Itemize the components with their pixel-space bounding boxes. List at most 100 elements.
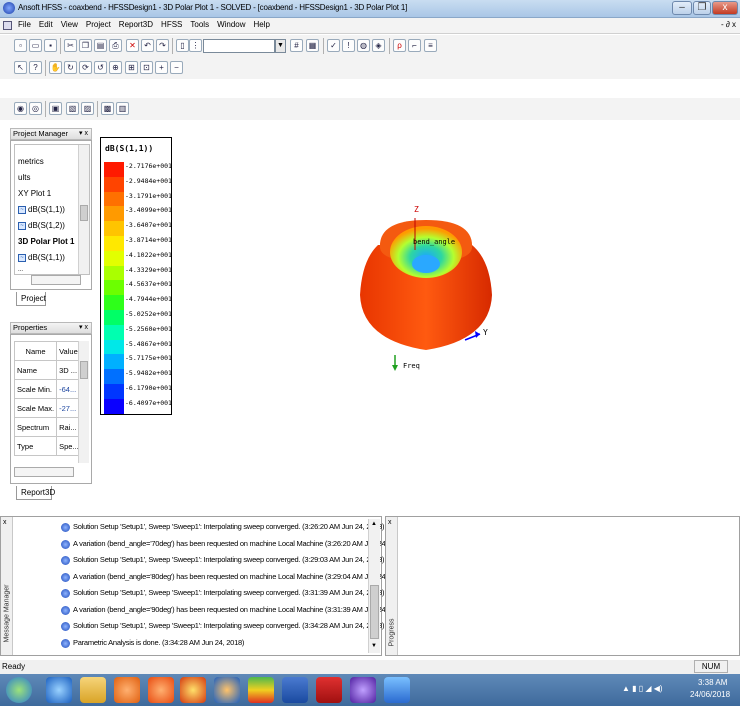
message-line[interactable]: Solution Setup 'Setup1', Sweep 'Sweep1':… (73, 621, 385, 630)
tree-vertical-scrollbar[interactable] (78, 145, 89, 274)
menu-tools[interactable]: Tools (190, 20, 210, 29)
table-row[interactable]: Type Spe... (13, 436, 82, 456)
close-icon[interactable]: x (3, 519, 7, 526)
spin-icon[interactable]: ↺ (94, 61, 107, 74)
fit-all-icon[interactable]: ⊡ (140, 61, 153, 74)
menu-help[interactable]: Help (253, 20, 270, 29)
plot-mesh-icon[interactable]: ◎ (29, 102, 42, 115)
tree-item-polar-trace-s11[interactable]: ~ dB(S(1,1)) (18, 253, 65, 262)
select-faces-icon[interactable]: ⋮ (189, 39, 202, 52)
animate-icon[interactable]: ▣ (49, 102, 62, 115)
field-overlay-icon[interactable]: ◈ (372, 39, 385, 52)
internet-explorer-icon[interactable] (46, 677, 72, 703)
restore-button[interactable]: ❐ (693, 1, 711, 15)
signal-app-icon[interactable] (248, 677, 274, 703)
analyze-icon[interactable]: ! (342, 39, 355, 52)
table-row[interactable]: Scale Min. -64... (13, 379, 82, 399)
menu-file[interactable]: File (18, 20, 31, 29)
rotate-icon[interactable]: ↻ (64, 61, 77, 74)
tree-item-optimetrics[interactable]: metrics (18, 157, 44, 166)
results-icon[interactable]: ◍ (357, 39, 370, 52)
tree-item-trace-s12[interactable]: ~ dB(S(1,2)) (18, 221, 65, 230)
message-line[interactable]: Solution Setup 'Setup1', Sweep 'Sweep1':… (73, 555, 385, 564)
pin-close-icon[interactable]: ▾ x (79, 324, 88, 331)
file-explorer-icon[interactable] (80, 677, 106, 703)
prop-value[interactable]: Spe... (56, 436, 82, 456)
media-player-icon[interactable] (114, 677, 140, 703)
copy-icon[interactable]: ❐ (79, 39, 92, 52)
plot-attrib-icon[interactable]: ▨ (81, 102, 94, 115)
close-button[interactable]: x (712, 1, 738, 15)
column-name[interactable]: Name (13, 341, 58, 361)
properties-vertical-scrollbar[interactable] (78, 341, 89, 463)
select-icon[interactable]: ▯ (176, 39, 189, 52)
grid-icon[interactable]: # (290, 39, 303, 52)
zoom-out-icon[interactable]: − (170, 61, 183, 74)
scrollbar-thumb[interactable] (370, 585, 379, 639)
table-row[interactable]: Spectrum Rai... (13, 417, 82, 437)
tree-item-trace-s11[interactable]: ~ dB(S(1,1)) (18, 205, 65, 214)
cut-icon[interactable]: ✂ (64, 39, 77, 52)
firefox-icon[interactable] (148, 677, 174, 703)
new-icon[interactable]: ▫ (14, 39, 27, 52)
scrollbar-thumb[interactable] (80, 205, 88, 221)
chevron-down-icon[interactable]: ▼ (275, 39, 286, 53)
pan-icon[interactable]: ✋ (49, 61, 62, 74)
menu-report3d[interactable]: Report3D (118, 20, 154, 29)
menu-project[interactable]: Project (85, 20, 111, 29)
tree-item-results[interactable]: ults (18, 173, 31, 182)
redo-icon[interactable]: ↷ (156, 39, 169, 52)
tree-item-more[interactable]: ... (18, 267, 24, 273)
menu-hfss[interactable]: HFSS (161, 20, 183, 29)
open-icon[interactable]: ▭ (29, 39, 42, 52)
chrome-icon[interactable] (180, 677, 206, 703)
scroll-up-icon[interactable]: ▲ (371, 521, 377, 527)
report-icon[interactable]: ρ (393, 39, 406, 52)
zoom-icon[interactable]: ⊕ (109, 61, 122, 74)
tab-report3d[interactable]: Report3D (16, 486, 55, 500)
minimize-button[interactable]: – (672, 1, 692, 15)
delete-icon[interactable]: ✕ (126, 39, 139, 52)
paste-icon[interactable]: ▤ (94, 39, 107, 52)
validate-icon[interactable]: ✓ (327, 39, 340, 52)
message-line[interactable]: Solution Setup 'Setup1', Sweep 'Sweep1':… (73, 522, 385, 531)
message-line[interactable]: A variation (bend_angle='80deg') has bee… (73, 571, 408, 581)
menu-view[interactable]: View (60, 20, 78, 29)
overlay-icon[interactable]: ▩ (101, 102, 114, 115)
undo-icon[interactable]: ↶ (141, 39, 154, 52)
properties-horizontal-scrollbar[interactable] (14, 467, 74, 477)
orbit-icon[interactable]: ⟳ (79, 61, 92, 74)
zoom-in-icon[interactable]: + (155, 61, 168, 74)
message-line[interactable]: Parametric Analysis is done. (3:34:28 AM… (73, 637, 245, 647)
snipping-tool-icon[interactable] (384, 677, 410, 703)
optimetrics-icon[interactable]: ≡ (424, 39, 437, 52)
message-line[interactable]: A variation (bend_angle='70deg') has bee… (73, 538, 408, 548)
menu-edit[interactable]: Edit (38, 20, 53, 29)
chart-icon[interactable]: ⌐ (408, 39, 421, 52)
mdi-controls[interactable]: - ∂ x (720, 20, 736, 29)
scroll-down-icon[interactable]: ▼ (371, 643, 377, 649)
model-icon[interactable]: ▦ (306, 39, 319, 52)
zoom-area-icon[interactable]: ⊞ (125, 61, 138, 74)
select-arrow-icon[interactable]: ↖ (14, 61, 27, 74)
plot-fields-icon[interactable]: ◉ (14, 102, 27, 115)
start-button-icon[interactable] (6, 677, 32, 703)
message-line[interactable]: Solution Setup 'Setup1', Sweep 'Sweep1':… (73, 588, 385, 597)
close-icon[interactable]: x (388, 519, 392, 526)
modify-plot-icon[interactable]: ▧ (66, 102, 79, 115)
help-icon[interactable]: ? (29, 61, 42, 74)
print-icon[interactable]: ⎙ (109, 39, 122, 52)
menu-window[interactable]: Window (217, 20, 246, 29)
polar-plot-3d[interactable] (340, 190, 530, 380)
tree-item-xy-plot[interactable]: XY Plot 1 (18, 189, 52, 198)
table-row[interactable]: Scale Max. -27... (13, 398, 82, 418)
table-row[interactable]: Name 3D ... (13, 360, 82, 380)
pin-close-icon[interactable]: ▾ x (79, 130, 88, 137)
message-line[interactable]: A variation (bend_angle='90deg') has bee… (73, 604, 408, 614)
hfss-taskbar-icon[interactable] (350, 677, 376, 703)
document-icon[interactable] (3, 21, 12, 30)
tab-project[interactable]: Project (16, 292, 46, 306)
acrobat-icon[interactable] (316, 677, 342, 703)
tree-item-3d-polar-plot[interactable]: 3D Polar Plot 1 (18, 237, 75, 246)
word-icon[interactable] (282, 677, 308, 703)
